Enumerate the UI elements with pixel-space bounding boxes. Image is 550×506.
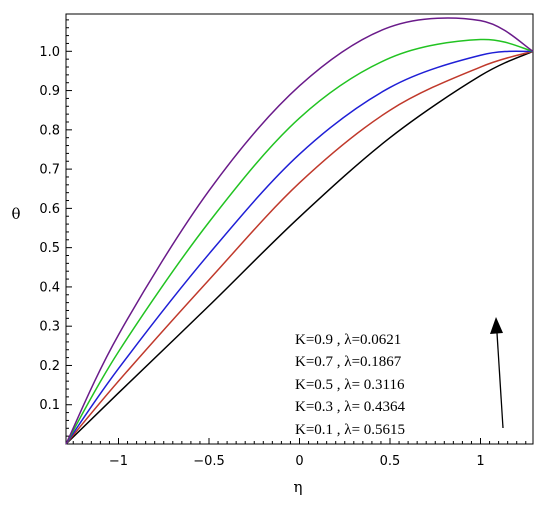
- x-tick-label: 0: [295, 454, 303, 469]
- y-tick-label: 0.5: [39, 241, 60, 256]
- x-axis-label: η: [294, 478, 303, 496]
- legend: K=0.9 , λ=0.0621 K=0.7 , λ=0.1867 K=0.5 …: [295, 332, 406, 438]
- y-tick-label: 0.4: [39, 280, 60, 295]
- x-tick-label: 1: [476, 454, 484, 469]
- arrow-head: [490, 317, 503, 334]
- y-tick-label: 0.3: [39, 320, 60, 335]
- legend-entry: K=0.9 , λ=0.0621: [295, 332, 401, 348]
- y-tick-label: 0.9: [39, 84, 60, 99]
- y-tick-label: 0.2: [39, 359, 60, 374]
- y-tick-label: 0.6: [39, 202, 60, 217]
- series-line: [65, 50, 534, 445]
- x-axis-ticks: −1 −0.5 0 0.5 1: [72, 438, 527, 469]
- series-line: [65, 38, 534, 445]
- series-line: [65, 50, 534, 445]
- legend-entry: K=0.7 , λ=0.1867: [295, 354, 402, 370]
- series-line: [65, 17, 534, 445]
- plot-area: −1 −0.5 0 0.5 1 0.1 0.2 0.3 0.4 0.5 0.6 0.7 0.8 0.9 1…: [39, 13, 534, 469]
- legend-entry: K=0.5 , λ= 0.3116: [295, 377, 405, 393]
- x-tick-label: −0.5: [193, 454, 225, 469]
- legend-entry: K=0.1 , λ= 0.5615: [295, 422, 405, 438]
- increase-arrow-annotation: [490, 317, 504, 429]
- curves-group: [65, 17, 534, 445]
- arrow-shaft: [496, 332, 504, 429]
- x-tick-label: 0.5: [380, 454, 401, 469]
- series-line: [65, 50, 534, 445]
- y-axis-ticks: 0.1 0.2 0.3 0.4 0.5 0.6 0.7 0.8 0.9 1.0: [39, 19, 72, 437]
- x-tick-label: −1: [109, 454, 128, 469]
- legend-entry: K=0.3 , λ= 0.4364: [295, 399, 406, 415]
- y-tick-label: 0.7: [39, 163, 60, 178]
- y-tick-label: 0.1: [39, 398, 60, 413]
- y-tick-label: 0.8: [39, 123, 60, 138]
- y-axis-label: θ: [11, 205, 20, 223]
- y-tick-label: 1.0: [39, 45, 60, 60]
